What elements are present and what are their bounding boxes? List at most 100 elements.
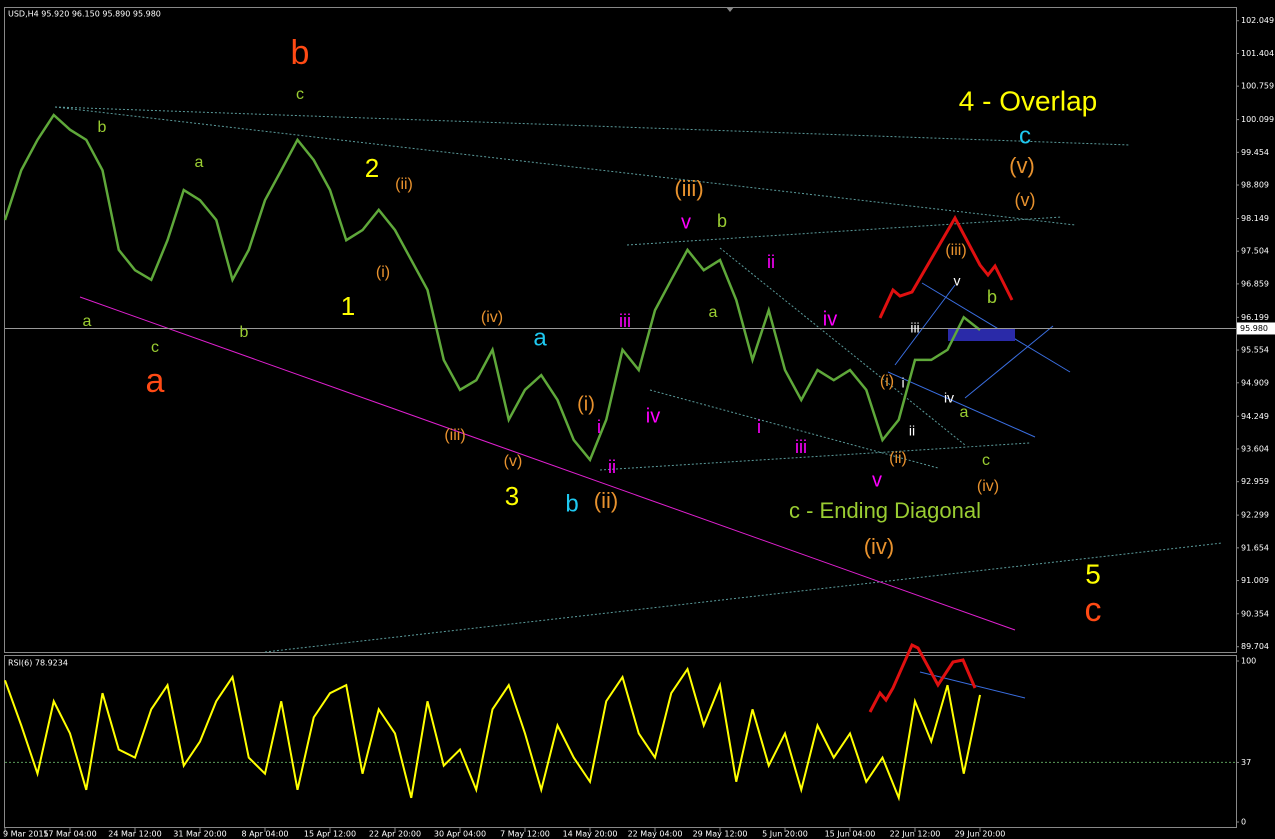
wave-label: ii bbox=[767, 252, 775, 272]
wave-label: iii bbox=[795, 437, 807, 457]
price-header: USD,H4 95.920 96.150 95.890 95.980 bbox=[8, 10, 161, 19]
wave-label: c bbox=[982, 452, 990, 469]
wave-label: (ii) bbox=[395, 176, 413, 193]
price-arrow bbox=[878, 214, 1014, 319]
last-price-box bbox=[1237, 322, 1275, 335]
y-tick-label: 0 bbox=[1241, 818, 1246, 827]
wave-label: a bbox=[709, 304, 718, 321]
wave-label: iv bbox=[944, 390, 954, 406]
y-tick-label: 91.009 bbox=[1241, 576, 1269, 585]
target-zone bbox=[948, 329, 1015, 341]
wave-label: a bbox=[960, 404, 969, 421]
y-tick-label: 89.704 bbox=[1241, 642, 1269, 651]
y-tick-label: 97.504 bbox=[1241, 247, 1269, 256]
red-arrows bbox=[868, 214, 1014, 713]
wave-label: (i) bbox=[577, 393, 595, 415]
price-panel bbox=[4, 7, 1237, 653]
trendline bbox=[719, 247, 966, 446]
shift-marker bbox=[726, 7, 734, 12]
wave-label: c - Ending Diagonal bbox=[789, 498, 981, 523]
wave-label: (i) bbox=[376, 264, 390, 281]
x-tick-label: 22 Apr 20:00 bbox=[369, 830, 421, 839]
x-tick-label: 9 Mar 2015 bbox=[3, 830, 49, 839]
wave-label: (iv) bbox=[481, 309, 503, 326]
wave-label: b bbox=[717, 211, 727, 231]
y-tick-label: 100.099 bbox=[1241, 115, 1274, 124]
trendline bbox=[626, 216, 1063, 246]
wave-label: a bbox=[83, 313, 92, 330]
y-tick-label: 94.249 bbox=[1241, 412, 1269, 421]
trendline bbox=[649, 389, 939, 469]
wave-label: iii bbox=[619, 311, 631, 331]
y-tick-label: 92.959 bbox=[1241, 477, 1269, 486]
wave-label: c bbox=[296, 86, 304, 103]
wave-label: v bbox=[954, 273, 961, 289]
y-tick-label: 101.404 bbox=[1241, 49, 1274, 58]
dotted-trendlines bbox=[54, 106, 1223, 653]
wave-label: a bbox=[533, 324, 547, 351]
wave-label: (iii) bbox=[444, 427, 465, 444]
trendline bbox=[894, 284, 956, 366]
x-tick-label: 14 May 20:00 bbox=[563, 830, 618, 839]
wave-label: (ii) bbox=[594, 488, 618, 513]
x-tick-label: 15 Apr 12:00 bbox=[304, 830, 356, 839]
y-tick-label: 92.299 bbox=[1241, 511, 1269, 520]
wave-label: i bbox=[757, 417, 761, 437]
y-tick-label: 96.859 bbox=[1241, 279, 1269, 288]
wave-label: (v) bbox=[1009, 153, 1035, 178]
wave-label: b bbox=[291, 34, 310, 72]
wave-label: ii bbox=[608, 457, 616, 477]
channel-lines bbox=[887, 282, 1071, 438]
rsi-arrow bbox=[868, 642, 977, 713]
wave-label: (ii) bbox=[889, 450, 907, 467]
wave-label: (v) bbox=[504, 453, 523, 470]
x-tick-label: 7 May 12:00 bbox=[500, 830, 550, 839]
wave-label: 5 bbox=[1085, 558, 1101, 589]
x-tick-label: 29 May 12:00 bbox=[693, 830, 748, 839]
wave-label: (iv) bbox=[977, 478, 999, 495]
wave-label: 2 bbox=[365, 153, 379, 183]
wave-label: v bbox=[681, 211, 691, 233]
wave-label: c bbox=[151, 339, 159, 356]
wave-label: v bbox=[872, 469, 882, 491]
y-tick-label: 91.654 bbox=[1241, 543, 1269, 552]
wave-label: a bbox=[195, 154, 204, 171]
wave-label: (v) bbox=[1015, 190, 1036, 210]
y-tick-label: 94.909 bbox=[1241, 378, 1269, 387]
x-tick-label: 29 Jun 20:00 bbox=[955, 830, 1006, 839]
series-line bbox=[4, 666, 981, 802]
series-layer bbox=[3, 113, 1236, 802]
x-tick-label: 22 May 04:00 bbox=[628, 830, 683, 839]
wave-label: b bbox=[98, 119, 107, 136]
trendline bbox=[54, 106, 1131, 146]
y-tick-label: 100.759 bbox=[1241, 82, 1274, 91]
y-tick-label: 96.199 bbox=[1241, 313, 1269, 322]
wave-label: 3 bbox=[505, 481, 519, 511]
wave-label: i bbox=[901, 375, 904, 391]
wave-label: 4 - Overlap bbox=[959, 85, 1098, 116]
wave-label: 1 bbox=[341, 291, 355, 321]
wave-label: b bbox=[565, 490, 578, 517]
wave-label: b bbox=[240, 324, 249, 341]
y-tick-label: 98.149 bbox=[1241, 214, 1269, 223]
x-tick-label: 8 Apr 04:00 bbox=[241, 830, 288, 839]
wave-label: (iv) bbox=[864, 534, 895, 559]
wave-label: iv bbox=[823, 308, 837, 330]
series-line bbox=[3, 113, 981, 463]
x-tick-label: 22 Jun 12:00 bbox=[890, 830, 941, 839]
trendline bbox=[54, 106, 1076, 226]
x-tick-label: 15 Jun 04:00 bbox=[825, 830, 876, 839]
y-tick-label: 95.554 bbox=[1241, 346, 1269, 355]
wave-label: (iii) bbox=[674, 176, 703, 201]
last-price-label: 95.980 bbox=[1240, 324, 1268, 333]
y-tick-label: 93.604 bbox=[1241, 444, 1269, 453]
x-tick-label: 31 Mar 20:00 bbox=[173, 830, 226, 839]
wave-label: c bbox=[1085, 591, 1102, 629]
wave-label: a bbox=[146, 362, 165, 400]
trendline bbox=[921, 282, 1071, 373]
y-tick-label: 98.809 bbox=[1241, 181, 1269, 190]
trendline bbox=[887, 371, 1036, 438]
y-tick-label: 102.049 bbox=[1241, 16, 1274, 25]
